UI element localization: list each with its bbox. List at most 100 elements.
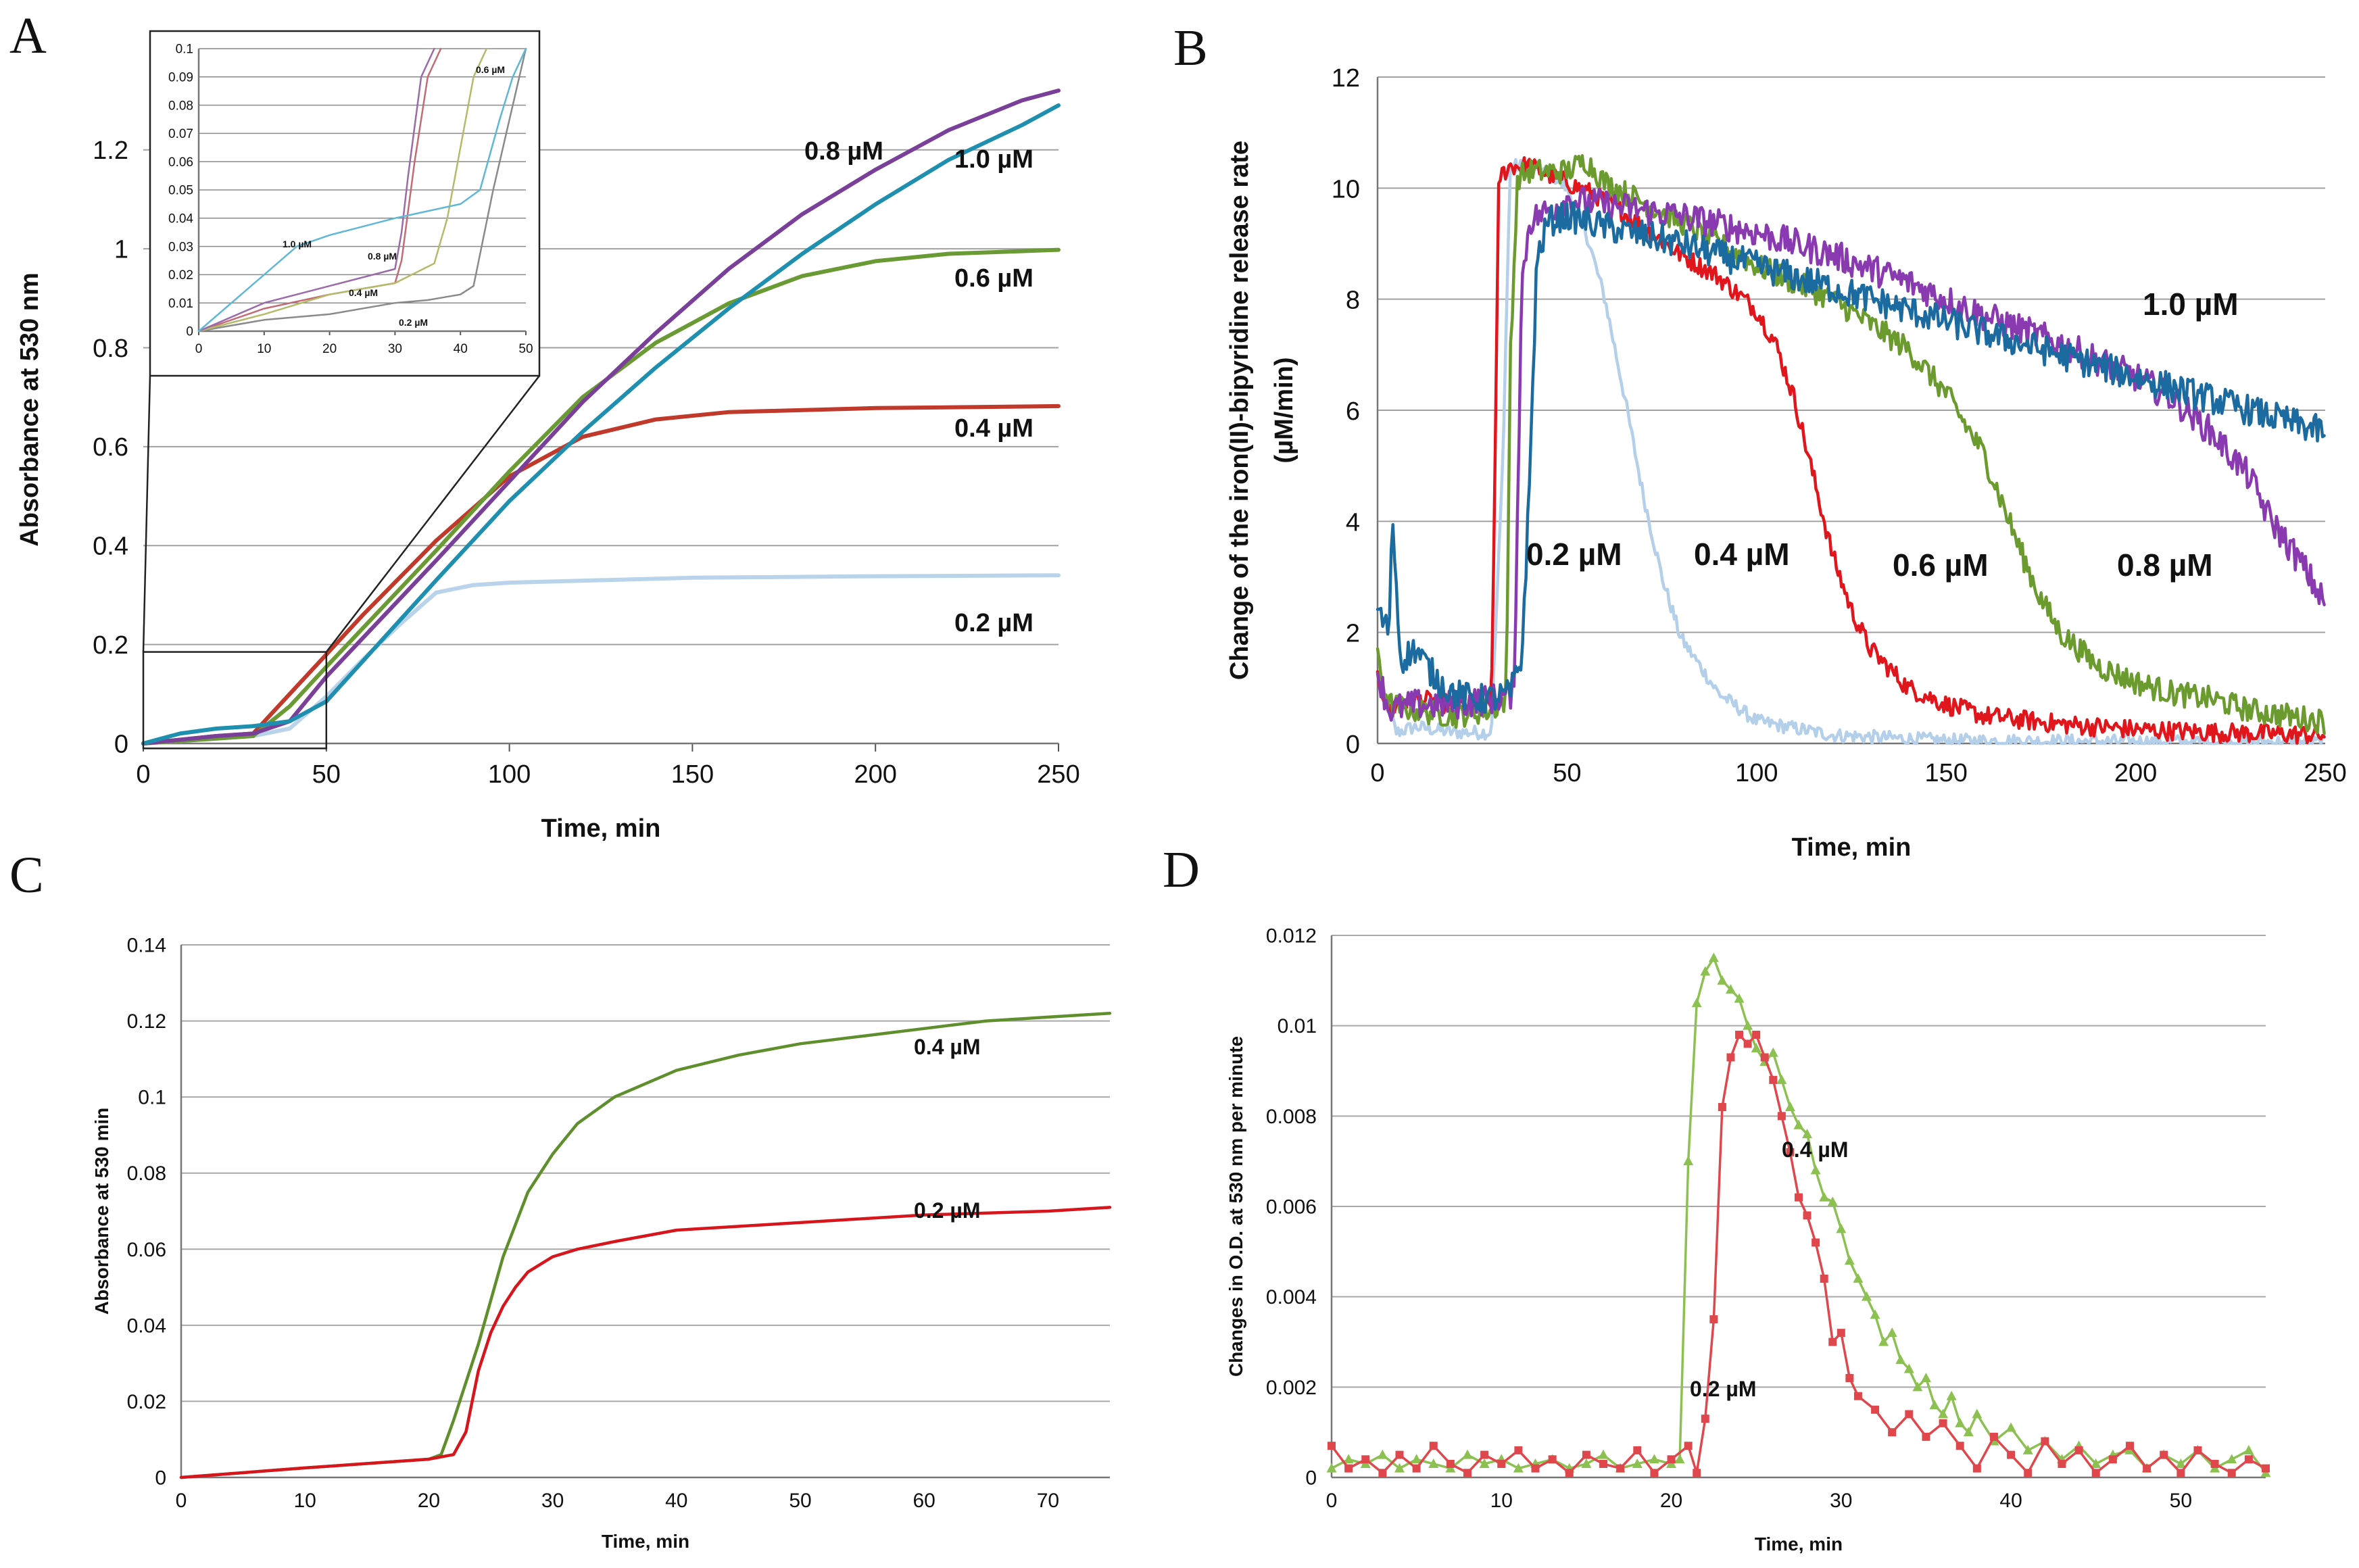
data-point-square [1752, 1031, 1761, 1039]
data-point-square [1463, 1469, 1472, 1477]
series-annotation: 1.0 µM [2143, 287, 2239, 322]
x-tick-label: 20 [418, 1490, 440, 1512]
data-point-triangle [1887, 1327, 1897, 1338]
series-line-04 [1330, 956, 2267, 1475]
series-annotation: 0.2 µM [1690, 1377, 1756, 1401]
y-tick-label: 0.1 [138, 1087, 166, 1109]
inset-annotation: 0.6 µM [476, 64, 505, 75]
series-annotation: 0.8 µM [2117, 547, 2213, 583]
data-point-square [2262, 1464, 2270, 1473]
y-tick-label: 0 [1305, 1467, 1317, 1490]
data-point-triangle [1462, 1449, 1473, 1459]
x-tick-label: 10 [294, 1490, 316, 1512]
x-tick-label: 20 [322, 342, 337, 356]
data-point-square [2244, 1455, 2253, 1464]
data-point-triangle [1734, 993, 1745, 1003]
data-point-square [2074, 1446, 2083, 1454]
data-point-square [1769, 1075, 1778, 1084]
data-point-triangle [1836, 1223, 1847, 1233]
x-tick-label: 0 [136, 760, 150, 789]
zoom-connector [325, 375, 540, 653]
data-point-triangle [1768, 1047, 1778, 1057]
panel-b: B 0 2 4 6 8 10 12 0 50 100 150 200 250 Time, min Change… [1173, 20, 2347, 862]
data-point-triangle [1428, 1458, 1439, 1468]
x-tick-label: 10 [257, 342, 271, 356]
data-point-triangle [1479, 1458, 1490, 1468]
data-point-square [1565, 1469, 1574, 1477]
x-tick-label: 0 [1370, 759, 1384, 787]
data-point-triangle [2005, 1422, 2016, 1432]
data-point-square [2125, 1442, 2134, 1450]
data-point-triangle [1683, 1156, 1694, 1166]
series-annotation: 1.0 µM [954, 145, 1033, 174]
y-tick-label: 1 [114, 235, 128, 264]
series-line-08 [141, 89, 1061, 745]
data-point-square [1853, 1392, 1862, 1400]
y-axis-title-line2: (µM/min) [1270, 358, 1298, 464]
y-tick-label: 0 [1346, 731, 1360, 759]
x-tick-label: 30 [541, 1490, 564, 1512]
data-point-triangle [1955, 1417, 1966, 1427]
x-tick-label: 100 [1735, 759, 1778, 787]
data-point-square [1760, 1053, 1769, 1062]
y-tick-label: 0.4 [93, 533, 128, 561]
data-point-square [2058, 1459, 2066, 1468]
data-point-square [1616, 1464, 1625, 1473]
inset-chart: 0 0.01 0.02 0.03 0.04 0.05 0.06 0.07 0.08 0.09 0.1… [149, 30, 541, 377]
data-point-triangle [1708, 952, 1719, 962]
series-annotation: 0.2 µM [914, 1198, 980, 1223]
data-point-triangle [1411, 1454, 1422, 1464]
x-tick-label: 30 [388, 342, 402, 356]
data-point-square [1888, 1428, 1897, 1437]
data-point-triangle [1343, 1454, 1354, 1464]
data-point-square [1786, 1148, 1795, 1156]
data-point-triangle [1793, 1119, 1804, 1129]
panel-d: D 0 0.002 0.004 0.006 0.008 0.01 0.012 0 10 20 30 40… [1163, 841, 2271, 1554]
x-tick-label: 150 [1924, 759, 1967, 787]
data-point-square [1667, 1455, 1676, 1464]
data-point-triangle [2243, 1444, 2254, 1454]
data-point-square [2227, 1469, 2236, 1477]
x-tick-label: 100 [488, 760, 531, 789]
data-point-square [1972, 1464, 1981, 1473]
data-point-triangle [1326, 1463, 1337, 1473]
x-tick-label: 50 [1553, 759, 1581, 787]
series-line-10 [1376, 201, 2326, 714]
data-point-triangle [1929, 1400, 1940, 1410]
data-point-triangle [1938, 1408, 1949, 1419]
x-axis-title: Time, min [602, 1531, 689, 1552]
y-tick-label: 4 [1346, 508, 1360, 537]
data-point-square [1871, 1405, 1880, 1414]
x-tick-label: 250 [1037, 760, 1079, 789]
data-point-square [1548, 1455, 1557, 1464]
y-tick-label: 8 [1346, 287, 1360, 315]
series-annotation: 0.2 µM [1526, 537, 1622, 572]
y-axis-title: Absorbance at 530 min [91, 1108, 112, 1315]
y-tick-label: 0.05 [168, 184, 193, 198]
data-point-square [1344, 1464, 1353, 1473]
y-tick-label: 0.08 [168, 99, 193, 113]
x-tick-label: 30 [1830, 1490, 1852, 1512]
data-point-triangle [1674, 1454, 1685, 1464]
x-tick-label: 0 [195, 342, 203, 356]
series-line-10 [141, 103, 1061, 745]
series-line-02 [141, 573, 1061, 745]
data-point-square [1905, 1410, 1914, 1419]
data-point-square [1684, 1442, 1693, 1450]
data-point-square [1582, 1450, 1590, 1459]
data-point-square [1395, 1450, 1404, 1459]
x-tick-label: 60 [913, 1490, 935, 1512]
data-point-square [1650, 1469, 1659, 1477]
data-point-triangle [1903, 1363, 1914, 1373]
y-tick-label: 10 [1332, 175, 1360, 203]
zoom-region [142, 651, 328, 750]
series-line-06 [1376, 153, 2326, 735]
data-point-square [2143, 1464, 2151, 1473]
data-point-triangle [1862, 1291, 1872, 1301]
data-point-triangle [1513, 1463, 1524, 1473]
data-point-square [1726, 1053, 1735, 1062]
data-point-triangle [1972, 1408, 1983, 1419]
y-tick-label: 0.06 [168, 155, 193, 170]
x-tick-label: 200 [2114, 759, 2157, 787]
inset-frame [149, 30, 541, 377]
